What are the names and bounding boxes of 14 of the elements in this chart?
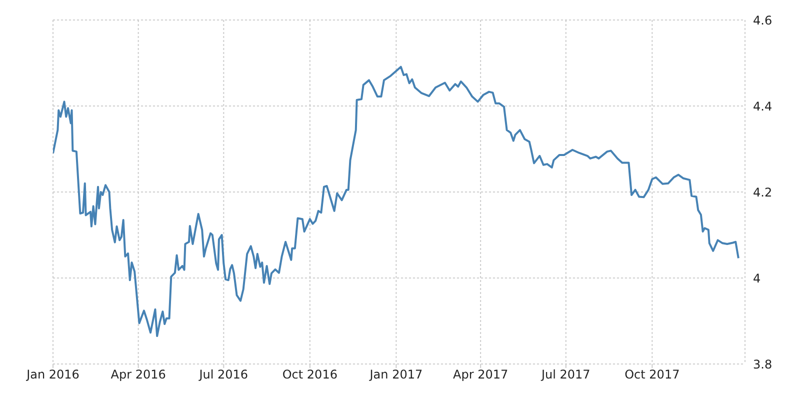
line-series [53, 66, 740, 338]
y-tick-label: 4.4 [753, 99, 772, 114]
y-tick-label: 4.6 [753, 13, 772, 28]
x-tick-label: Jan 2016 [26, 368, 80, 382]
y-tick-label: 4.2 [753, 185, 772, 200]
x-tick-label: Oct 2017 [624, 368, 680, 382]
x-tick-label: Apr 2017 [453, 368, 508, 382]
x-tick-label: Oct 2016 [282, 368, 338, 382]
x-tick-label: Jan 2017 [368, 368, 423, 382]
y-tick-label: 3.8 [753, 357, 772, 372]
x-tick-label: Jul 2017 [540, 368, 590, 382]
y-tick-label: 4 [753, 271, 761, 286]
x-tick-label: Apr 2016 [110, 368, 166, 382]
x-tick-label: Jul 2016 [198, 368, 248, 382]
